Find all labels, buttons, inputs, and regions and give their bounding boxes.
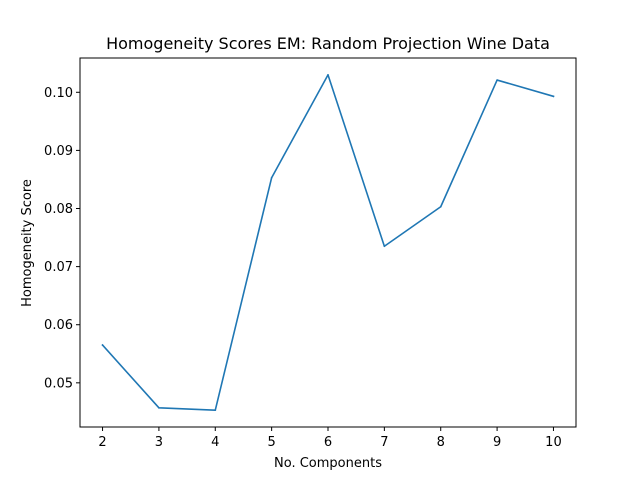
data-point — [496, 79, 498, 81]
x-tick-label: 6 — [324, 435, 332, 450]
chart-title: Homogeneity Scores EM: Random Projection… — [106, 34, 550, 53]
data-point — [439, 205, 442, 208]
y-tick-label: 0.05 — [44, 376, 73, 391]
y-tick-label: 0.09 — [44, 144, 73, 159]
x-tick-label: 8 — [437, 435, 445, 450]
data-point — [552, 95, 555, 98]
x-tick-label: 4 — [211, 435, 219, 450]
y-tick-label: 0.06 — [44, 318, 73, 333]
data-point — [327, 74, 329, 76]
axis-ticks: 2 3 4 5 6 7 8 9 10 0.05 0.06 0.07 0.08 0.09 0.10 — [44, 86, 562, 450]
data-point — [270, 176, 273, 179]
y-axis-label: Homogeneity Score — [20, 179, 35, 307]
x-tick-label: 10 — [545, 435, 562, 450]
y-tick-label: 0.08 — [44, 202, 73, 217]
x-tick-label: 3 — [155, 435, 163, 450]
x-axis-label: No. Components — [274, 456, 382, 471]
x-tick-label: 5 — [267, 435, 275, 450]
y-tick-label: 0.07 — [44, 260, 73, 275]
data-point — [383, 245, 386, 248]
plot-frame — [79, 57, 577, 428]
series-layer — [101, 74, 555, 411]
x-tick-label: 7 — [380, 435, 388, 450]
data-point — [158, 407, 160, 409]
data-point — [101, 344, 104, 346]
y-tick-label: 0.10 — [44, 86, 73, 101]
x-tick-label: 9 — [493, 435, 501, 450]
data-point — [214, 409, 217, 411]
x-tick-label: 2 — [98, 435, 106, 450]
